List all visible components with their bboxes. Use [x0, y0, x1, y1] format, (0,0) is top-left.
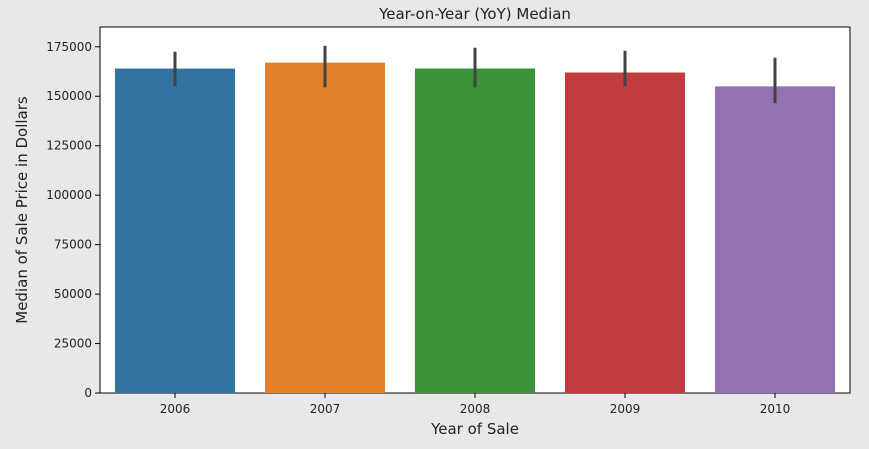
x-tick-label-2009: 2009: [610, 402, 641, 416]
bar-2006: [115, 68, 235, 393]
x-axis: 2006 2007 2008 2009 2010: [160, 393, 791, 416]
y-tick-label-150000: 150000: [46, 89, 92, 103]
y-tick-label-75000: 75000: [54, 238, 92, 252]
y-axis-label: Median of Sale Price in Dollars: [13, 96, 31, 324]
x-tick-label-2006: 2006: [160, 402, 191, 416]
errorbars-layer: [173, 45, 777, 104]
y-tick-label-25000: 25000: [54, 337, 92, 351]
bar-2008: [415, 68, 535, 393]
x-tick-label-2007: 2007: [310, 402, 341, 416]
y-tick-label-50000: 50000: [54, 287, 92, 301]
y-tick-label-0: 0: [84, 386, 92, 400]
chart-title: Year-on-Year (YoY) Median: [378, 5, 571, 23]
bar-2009: [565, 72, 685, 394]
bar-2010: [715, 86, 835, 393]
bar-2007: [265, 62, 385, 393]
x-tick-label-2010: 2010: [760, 402, 791, 416]
y-axis: 0 25000 50000 75000 100000 125000 150000 175000: [46, 40, 100, 400]
y-tick-label-125000: 125000: [46, 139, 92, 153]
bars-layer: [115, 62, 835, 394]
y-tick-label-100000: 100000: [46, 188, 92, 202]
x-axis-label: Year of Sale: [430, 420, 519, 438]
x-tick-label-2008: 2008: [460, 402, 491, 416]
y-tick-label-175000: 175000: [46, 40, 92, 54]
